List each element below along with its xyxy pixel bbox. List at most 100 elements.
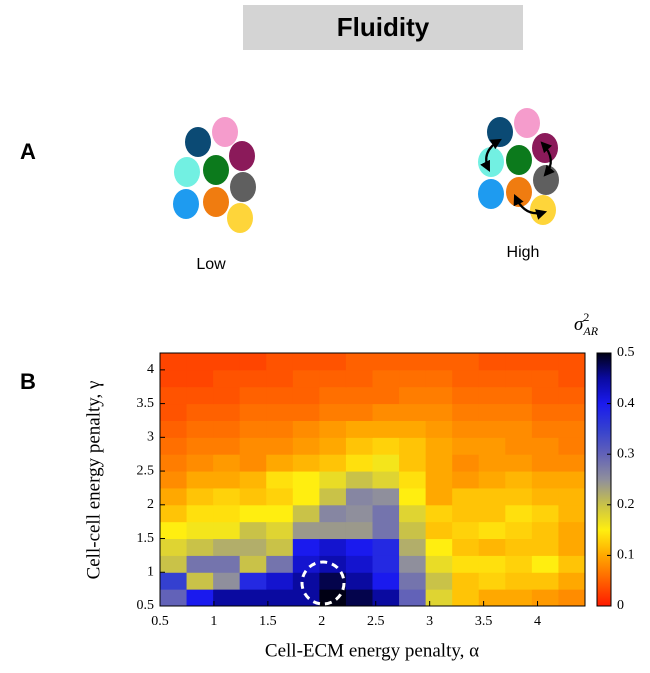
heatmap-cell xyxy=(292,437,320,455)
heatmap-cell xyxy=(266,437,294,455)
heatmap-cell xyxy=(478,369,506,388)
heatmap-cell xyxy=(531,471,559,489)
heatmap-cell xyxy=(213,572,241,590)
heatmap-cell xyxy=(372,521,400,540)
colorbar-tick-label: 0.2 xyxy=(617,497,635,512)
heatmap-cell xyxy=(292,471,320,489)
heatmap-cell xyxy=(345,353,373,371)
heatmap-cell xyxy=(345,589,373,607)
heatmap-cell xyxy=(425,369,453,388)
heatmap-cell xyxy=(531,454,559,472)
heatmap-cell xyxy=(213,353,241,371)
heatmap-cell xyxy=(452,471,480,489)
heatmap-cell xyxy=(213,437,241,455)
heatmap-cell xyxy=(558,572,586,590)
heatmap-cell xyxy=(452,589,480,607)
heatmap-cell xyxy=(505,369,533,388)
heatmap-cell xyxy=(372,369,400,388)
y-tick-label: 1 xyxy=(147,564,154,579)
heatmap-cell xyxy=(319,487,347,506)
heatmap-cell xyxy=(452,521,480,540)
x-tick-label: 1.5 xyxy=(259,614,277,629)
heatmap-cell xyxy=(345,487,373,506)
heatmap-cell xyxy=(558,471,586,489)
heatmap-cell xyxy=(505,504,533,523)
heatmap-cell xyxy=(345,420,373,438)
heatmap-cell xyxy=(372,403,400,421)
heatmap-cell xyxy=(160,369,188,388)
heatmap-cell xyxy=(478,420,506,438)
heatmap-cell xyxy=(213,386,241,405)
y-tick-label: 0.5 xyxy=(137,598,155,613)
heatmap-cell xyxy=(372,555,400,573)
heatmap-cell xyxy=(478,589,506,607)
heatmap-cell xyxy=(531,589,559,607)
heatmap-cell xyxy=(505,471,533,489)
plot-frame xyxy=(159,352,586,607)
heatmap-cell xyxy=(372,504,400,523)
heatmap-cell xyxy=(239,437,267,455)
heatmap-cell xyxy=(160,504,188,523)
heatmap-cell xyxy=(452,487,480,506)
y-axis-label: Cell-cell energy penalty, γ xyxy=(83,381,104,580)
x-tick-label: 1 xyxy=(210,614,217,629)
heatmap-cell xyxy=(266,521,294,540)
heatmap-cell xyxy=(292,572,320,590)
heatmap-cell xyxy=(239,386,267,405)
heatmap-cell xyxy=(425,420,453,438)
header-box xyxy=(243,5,523,50)
heatmap-cell xyxy=(319,369,347,388)
heatmap-cell xyxy=(425,487,453,506)
heatmap-cell xyxy=(160,386,188,405)
heatmap-cell xyxy=(292,521,320,540)
heatmap-cell xyxy=(558,369,586,388)
colorbar-title: σ2 AR xyxy=(574,310,599,338)
heatmap-cell xyxy=(399,420,427,438)
heatmap-cell xyxy=(319,420,347,438)
heatmap-cell xyxy=(213,538,241,556)
heatmap-cell xyxy=(399,369,427,388)
x-tick-label: 0.5 xyxy=(151,614,169,629)
heatmap-cell xyxy=(292,403,320,421)
heatmap-cell xyxy=(558,454,586,472)
colorbar-tick-label: 0.1 xyxy=(617,548,635,563)
y-tick-label: 3.5 xyxy=(137,396,155,411)
heatmap-cell xyxy=(345,504,373,523)
heatmap-cell xyxy=(399,353,427,371)
heatmap-cell xyxy=(345,555,373,573)
heatmap-cell xyxy=(399,589,427,607)
x-tick-label: 4 xyxy=(534,614,541,629)
heatmap-cell xyxy=(452,504,480,523)
y-tick-label: 2.5 xyxy=(137,463,155,478)
colorbar xyxy=(596,352,612,607)
heatmap-cell xyxy=(478,538,506,556)
heatmap-cell xyxy=(319,386,347,405)
heatmap-cell xyxy=(213,555,241,573)
heatmap-cell xyxy=(319,538,347,556)
panel-label: B xyxy=(20,369,36,394)
heatmap-cell xyxy=(478,437,506,455)
heatmap-cell xyxy=(372,589,400,607)
heatmap-cell xyxy=(345,471,373,489)
heatmap-cell xyxy=(186,572,214,590)
heatmap-cell xyxy=(425,504,453,523)
heatmap-cell xyxy=(478,454,506,472)
heatmap-cell xyxy=(399,572,427,590)
heatmap-cell xyxy=(558,504,586,523)
heatmap-cell xyxy=(372,386,400,405)
heatmap-cell xyxy=(399,403,427,421)
heatmap-cell xyxy=(452,386,480,405)
heatmap-cell xyxy=(531,403,559,421)
heatmap-cell xyxy=(452,403,480,421)
heatmap-cell xyxy=(186,353,214,371)
heatmap-cell xyxy=(531,538,559,556)
heatmap-cell xyxy=(292,454,320,472)
heatmap-cell xyxy=(558,538,586,556)
heatmap-cell xyxy=(239,521,267,540)
x-tick-label: 2 xyxy=(318,614,325,629)
heatmap-cell xyxy=(478,555,506,573)
heatmap-cell xyxy=(319,454,347,472)
heatmap-cell xyxy=(558,487,586,506)
heatmap-cell xyxy=(531,386,559,405)
